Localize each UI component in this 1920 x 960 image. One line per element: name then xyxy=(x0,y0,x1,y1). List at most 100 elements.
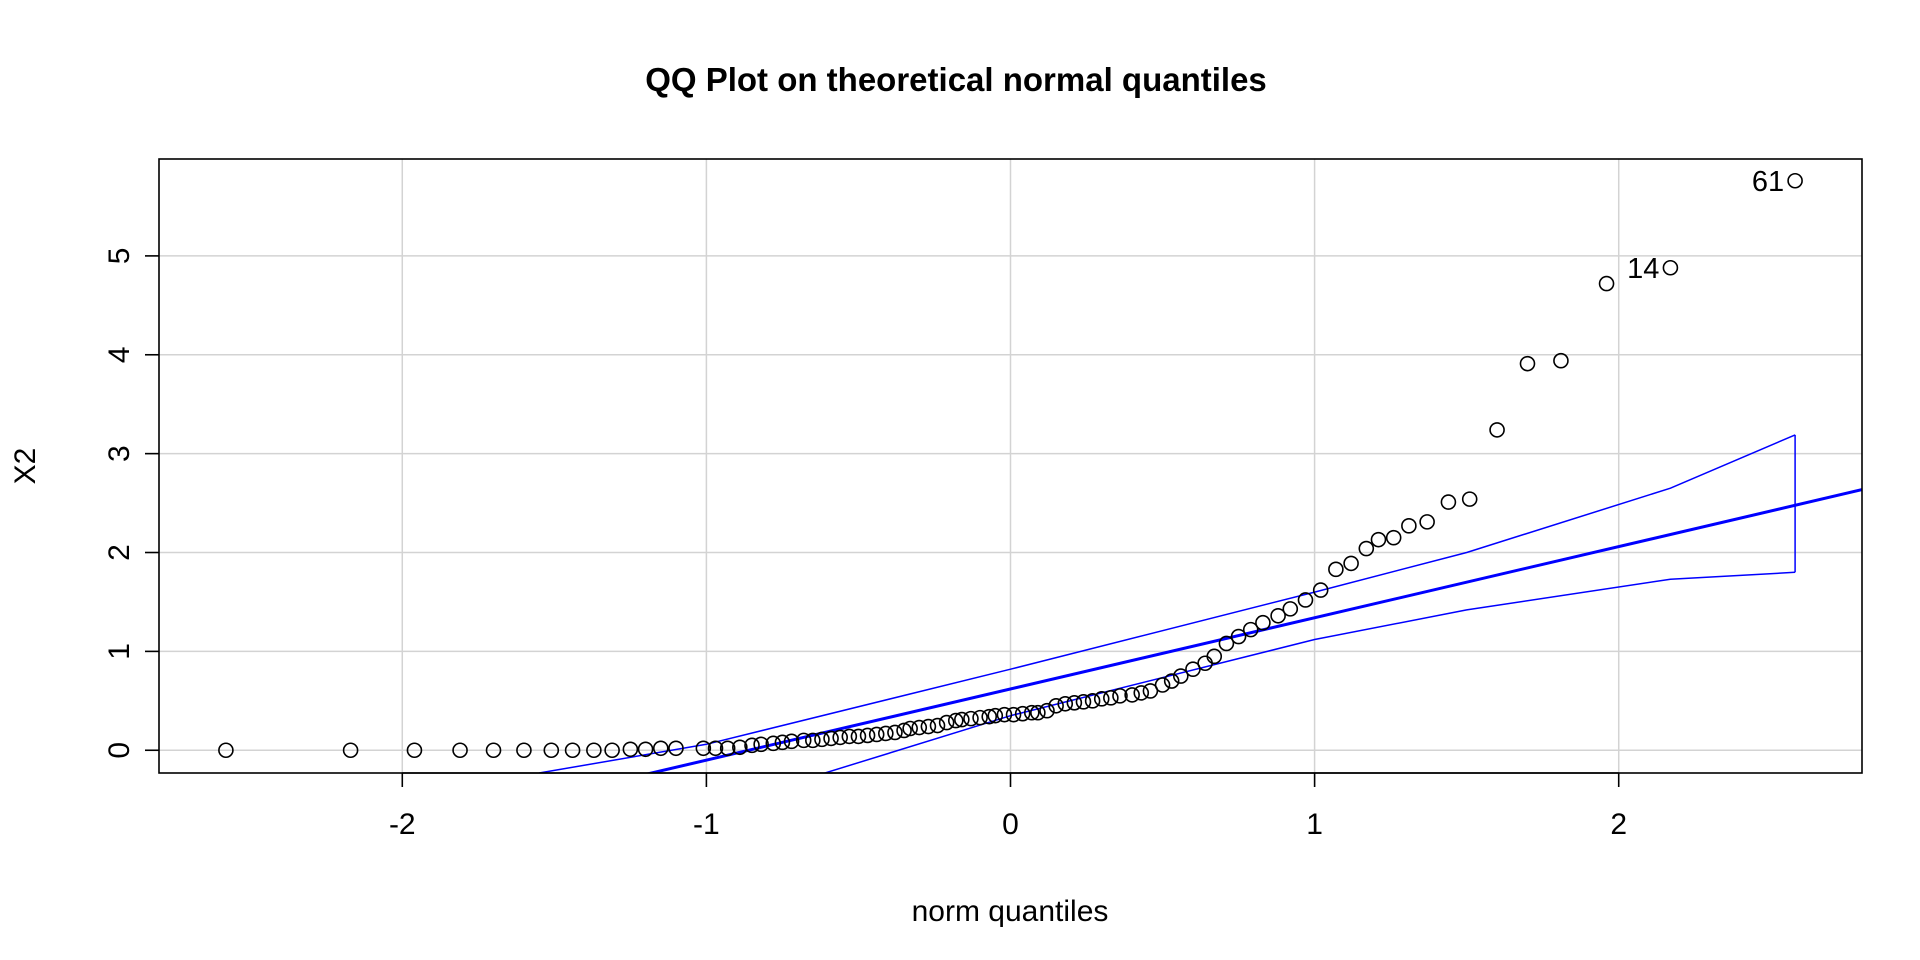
data-point xyxy=(774,734,791,751)
data-point xyxy=(814,731,830,748)
data-point xyxy=(1312,582,1329,598)
data-point xyxy=(452,742,468,759)
data-point xyxy=(1401,518,1417,534)
x-tick-label: 1 xyxy=(1306,808,1323,841)
data-point xyxy=(543,742,560,759)
point-label: 14 xyxy=(1627,253,1659,285)
data-point xyxy=(1230,628,1247,645)
data-point xyxy=(823,730,839,747)
data-point xyxy=(1519,355,1536,372)
data-point xyxy=(795,732,812,749)
data-point xyxy=(1206,648,1223,665)
data-point xyxy=(1039,702,1055,719)
data-point xyxy=(1023,704,1040,721)
data-point xyxy=(406,742,423,759)
data-point xyxy=(218,742,234,759)
envelope-upper xyxy=(538,434,1796,773)
data-point xyxy=(1133,685,1150,701)
data-point xyxy=(938,714,955,731)
data-point xyxy=(1358,540,1375,557)
data-point xyxy=(920,718,937,735)
data-point xyxy=(1553,352,1569,369)
y-tick-label: 5 xyxy=(103,248,136,265)
y-tick-label: 0 xyxy=(103,742,136,759)
data-point xyxy=(1343,555,1359,572)
data-point xyxy=(1048,697,1064,714)
data-point xyxy=(1057,695,1074,712)
data-point xyxy=(732,739,748,756)
data-point xyxy=(1112,688,1128,704)
data-point xyxy=(841,728,858,745)
y-axis-label: X2 xyxy=(9,448,42,485)
grid-lines xyxy=(159,159,1862,773)
y-axis: 0 1 2 3 4 5 xyxy=(103,248,159,759)
data-point xyxy=(1461,491,1478,507)
qq-line xyxy=(644,488,1862,773)
data-point xyxy=(1084,693,1101,709)
reference-line xyxy=(644,488,1862,773)
data-point xyxy=(652,740,669,757)
point-labels: 61 14 xyxy=(1627,166,1784,285)
data-point xyxy=(1124,687,1140,703)
data-point xyxy=(744,737,760,754)
data-point xyxy=(485,742,502,759)
data-point xyxy=(996,706,1013,723)
chart-title: QQ Plot on theoretical normal quantiles xyxy=(645,61,1267,98)
data-point xyxy=(753,736,769,753)
data-point xyxy=(1282,601,1299,617)
data-point xyxy=(954,711,970,728)
data-point xyxy=(1173,668,1189,684)
data-point xyxy=(972,709,988,726)
data-points xyxy=(218,172,1803,759)
point-label: 61 xyxy=(1752,166,1784,198)
data-point xyxy=(637,741,654,758)
data-point xyxy=(1075,694,1092,710)
data-point xyxy=(1154,677,1171,693)
data-point xyxy=(1440,494,1457,510)
x-tick-label: 2 xyxy=(1610,808,1627,841)
data-point xyxy=(902,720,918,737)
data-point xyxy=(1030,704,1046,721)
data-point xyxy=(850,728,867,745)
envelope-lower xyxy=(822,571,1796,773)
data-point xyxy=(878,725,894,742)
data-point xyxy=(1255,614,1271,631)
data-point xyxy=(1185,661,1201,677)
data-point xyxy=(1297,592,1314,608)
data-point xyxy=(564,742,581,759)
y-tick-label: 2 xyxy=(103,544,136,561)
data-point xyxy=(586,742,602,759)
data-point xyxy=(896,722,912,739)
data-point xyxy=(668,740,684,757)
data-point xyxy=(987,707,1004,724)
data-point xyxy=(981,708,998,725)
data-point xyxy=(1489,422,1505,438)
data-point xyxy=(516,742,532,759)
data-point xyxy=(707,740,724,757)
data-point xyxy=(1242,621,1259,638)
data-point xyxy=(1370,531,1387,548)
data-point xyxy=(604,742,620,759)
data-point xyxy=(1103,690,1119,706)
data-point xyxy=(1066,695,1083,711)
data-point xyxy=(1598,275,1615,292)
data-point xyxy=(783,733,800,750)
x-axis-label: norm quantiles xyxy=(912,895,1109,928)
x-tick-label: 0 xyxy=(1002,808,1019,841)
data-point xyxy=(1270,607,1286,624)
data-point xyxy=(963,710,979,727)
data-point xyxy=(911,719,928,736)
data-point xyxy=(805,732,821,749)
data-point xyxy=(719,740,736,757)
data-point xyxy=(947,712,964,729)
data-point xyxy=(868,726,885,743)
data-point xyxy=(887,724,903,741)
data-point xyxy=(342,742,359,759)
data-point xyxy=(1662,259,1679,276)
x-tick-label: -1 xyxy=(693,808,720,841)
data-point xyxy=(695,740,712,757)
data-point xyxy=(1218,635,1235,652)
data-point xyxy=(1385,529,1402,546)
data-point xyxy=(929,717,946,734)
